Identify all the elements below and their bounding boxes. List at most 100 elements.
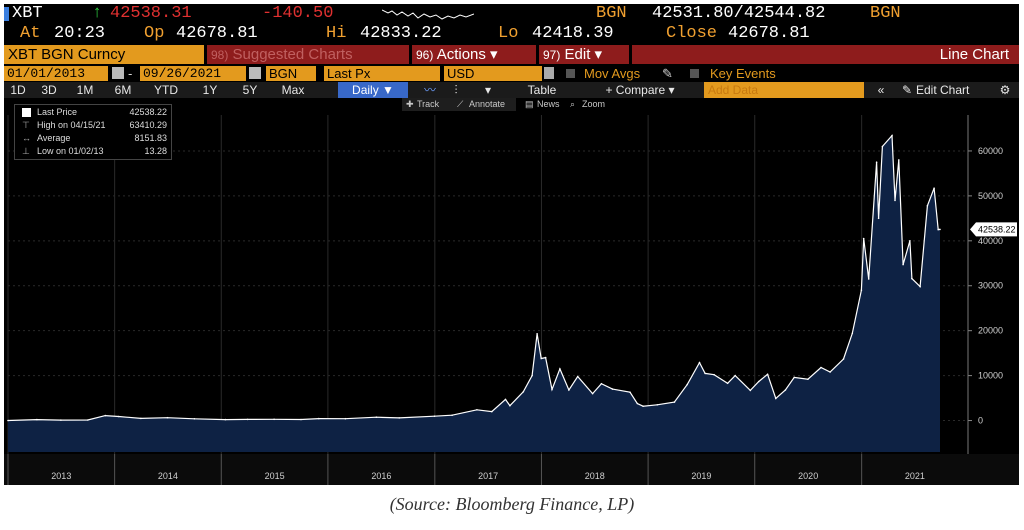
price-point xyxy=(909,240,911,242)
key-events-checkbox[interactable] xyxy=(690,69,699,78)
security-field[interactable]: XBT BGN Curncy xyxy=(4,45,204,64)
high-marker-icon: ⊤ xyxy=(22,120,30,130)
price-point xyxy=(451,414,453,417)
low-value: 42418.39 xyxy=(532,24,614,43)
period-ytd[interactable]: YTD xyxy=(154,83,178,97)
ticker-marker xyxy=(4,7,9,21)
price-point xyxy=(937,228,939,231)
news-icon[interactable]: ▤ xyxy=(525,99,534,109)
legend-average: ↔ Average 8151.83 xyxy=(15,133,171,144)
price-point xyxy=(60,419,62,421)
at-label: At xyxy=(20,24,41,43)
legend-swatch-icon xyxy=(22,108,31,117)
y-tick-label: 60000 xyxy=(978,146,1003,156)
table-button[interactable]: Table xyxy=(527,83,557,97)
track-button[interactable]: Track xyxy=(417,99,440,109)
actions-menu[interactable]: 96) Actions ▾ xyxy=(412,45,536,64)
x-tick-label: 2021 xyxy=(905,471,925,481)
price-point xyxy=(807,378,809,381)
x-tick-label: 2013 xyxy=(51,471,71,481)
chart-tools-strip xyxy=(402,98,516,111)
y-tick-label: 10000 xyxy=(978,371,1003,381)
source-caption: (Source: Bloomberg Finance, LP) xyxy=(389,494,635,514)
edit-menu[interactable]: 97) Edit ▾ xyxy=(539,45,629,64)
end-date-field[interactable]: 09/26/2021 xyxy=(140,66,246,81)
start-date-field[interactable]: 01/01/2013 xyxy=(4,66,108,81)
edit-label: Edit ▾ xyxy=(564,46,603,63)
legend-last-price[interactable]: Last Price 42538.22 xyxy=(15,107,171,118)
price-point xyxy=(842,358,845,360)
price-point xyxy=(522,391,525,393)
price-point xyxy=(698,361,701,364)
price-point xyxy=(793,376,795,379)
average-marker-icon: ↔ xyxy=(22,133,31,143)
price-point xyxy=(902,263,904,266)
track-icon[interactable]: ✚ xyxy=(406,99,414,109)
collapse-icon[interactable]: « xyxy=(877,83,885,97)
pencil-icon[interactable]: ✎ xyxy=(662,66,673,81)
price-point xyxy=(734,374,736,377)
price-point xyxy=(726,382,729,385)
price-point xyxy=(551,388,553,391)
mov-avgs-checkbox[interactable] xyxy=(566,69,575,78)
compare-button[interactable]: + Compare ▾ xyxy=(605,83,675,97)
period-max[interactable]: Max xyxy=(281,83,305,97)
period-1y[interactable]: 1Y xyxy=(202,83,218,97)
price-point xyxy=(686,383,688,386)
news-button[interactable]: News xyxy=(537,99,560,109)
period-6m[interactable]: 6M xyxy=(114,83,132,97)
price-chart: 0 10000 20000 30000 40000 50000 60000 2013 2014… xyxy=(4,115,1019,485)
period-5y[interactable]: 5Y xyxy=(242,83,258,97)
period-bar: 1D 3D 1M 6M YTD 1Y 5Y Max Daily ▼ 〰 ⫶ ▾ … xyxy=(4,82,1019,98)
currency-dropdown-icon[interactable] xyxy=(544,67,554,79)
bar-chart-icon[interactable]: ⫶ xyxy=(454,83,458,97)
mov-avgs-label[interactable]: Mov Avgs xyxy=(584,66,641,81)
price-point xyxy=(629,391,631,394)
suggested-charts-button[interactable]: 98) Suggested Charts xyxy=(207,45,409,64)
source: BGN xyxy=(596,4,627,23)
price-point xyxy=(576,375,579,378)
price-point xyxy=(273,418,275,421)
price-field-select[interactable]: Last Px xyxy=(324,66,440,81)
price-point xyxy=(246,418,249,421)
ticker[interactable]: XBT xyxy=(12,4,43,23)
start-calendar-icon[interactable] xyxy=(112,67,124,79)
period-1d[interactable]: 1D xyxy=(10,83,26,97)
zoom-icon[interactable]: ⌕ xyxy=(570,99,576,109)
edit-chart-button[interactable]: Edit Chart xyxy=(916,83,970,97)
close-label: Close xyxy=(666,24,718,43)
x-tick-label: 2020 xyxy=(798,471,818,481)
annotate-icon[interactable]: ⟋ xyxy=(457,99,464,109)
edit-chart-pencil-icon[interactable]: ✎ xyxy=(901,83,913,97)
price-point xyxy=(140,417,142,420)
price-point xyxy=(193,418,196,420)
price-point xyxy=(898,159,900,161)
frequency-select[interactable]: Daily ▼ xyxy=(338,82,408,98)
settings-gear-icon[interactable]: ⚙ xyxy=(999,83,1011,97)
price-line xyxy=(7,134,941,422)
price-point xyxy=(509,404,511,407)
price-point xyxy=(867,278,870,280)
price-point xyxy=(491,410,493,413)
period-1m[interactable]: 1M xyxy=(76,83,94,97)
chart-style-dropdown-icon[interactable]: ▾ xyxy=(484,83,492,97)
annotate-button[interactable]: Annotate xyxy=(469,99,506,109)
open-value: 42678.81 xyxy=(176,24,258,43)
y-tick-label: 20000 xyxy=(978,326,1003,336)
price-point xyxy=(36,418,38,421)
zoom-button[interactable]: Zoom xyxy=(582,99,606,109)
ohlc-row: At 20:23 Op 42678.81 Hi 42833.22 Lo 4241… xyxy=(4,24,1019,44)
price-point xyxy=(7,419,9,422)
price-point xyxy=(540,357,542,360)
price-point xyxy=(344,417,347,420)
price-points xyxy=(7,134,941,422)
pricing-source-field[interactable]: BGN xyxy=(266,66,316,81)
suggested-charts-label: Suggested Charts xyxy=(232,46,353,63)
currency-select[interactable]: USD xyxy=(444,66,542,81)
legend-value: 63410.29 xyxy=(129,120,167,130)
add-data-input[interactable]: Add Data xyxy=(704,82,864,98)
period-3d[interactable]: 3D xyxy=(41,83,57,97)
line-chart-icon[interactable]: 〰 xyxy=(423,83,436,97)
end-calendar-icon[interactable] xyxy=(249,67,261,79)
key-events-label[interactable]: Key Events xyxy=(710,66,776,81)
